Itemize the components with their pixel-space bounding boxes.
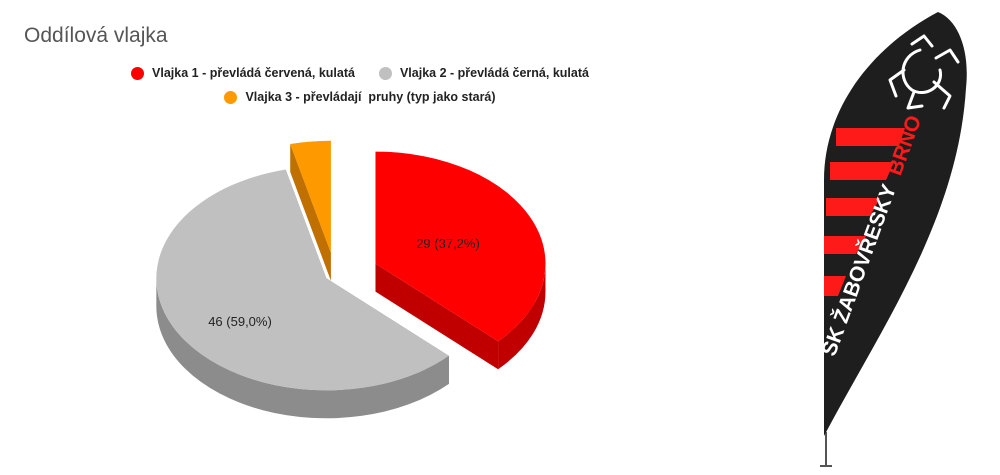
legend-item-2[interactable]: Vlajka 2 - převládá černá, kulatá: [378, 66, 589, 80]
pie-slice: [375, 151, 546, 342]
pie-slice-side: [156, 278, 449, 419]
flag-stripes: [824, 128, 905, 296]
pie-slice-face: [290, 143, 331, 281]
flag-pole: [820, 432, 832, 467]
pie-slice: [290, 140, 331, 253]
legend-item-1[interactable]: Vlajka 1 - převládá červená, kulatá: [131, 66, 355, 80]
chart-legend: Vlajka 1 - převládá červená, kulatá Vlaj…: [0, 66, 720, 114]
pie-data-label: 46 (59,0%): [208, 314, 272, 329]
legend-row: Vlajka 1 - převládá červená, kulatá Vlaj…: [0, 66, 720, 80]
legend-marker-1: [131, 66, 145, 80]
team-flag: SK ŽABOVŘESKY BRNO: [817, 12, 967, 467]
pie-slice-face: [375, 263, 499, 370]
legend-item-3[interactable]: Vlajka 3 - převládají pruhy (typ jako st…: [224, 90, 496, 104]
legend-label-2: Vlajka 2 - převládá černá, kulatá: [399, 66, 589, 80]
chart-title: Oddílová vlajka: [24, 24, 168, 47]
flag-body: [824, 12, 967, 436]
pie-data-label: 29 (37,2%): [416, 236, 480, 251]
pie-slice-side: [498, 263, 546, 370]
legend-marker-2: [378, 66, 392, 80]
pie-chart: 29 (37,2%) 46 (59,0%): [156, 140, 546, 419]
legend-row: Vlajka 3 - převládají pruhy (typ jako st…: [0, 90, 720, 104]
legend-label-1: Vlajka 1 - převládá červená, kulatá: [152, 66, 355, 80]
frog-icon: [888, 34, 960, 110]
legend-label-3: Vlajka 3 - převládají pruhy (typ jako st…: [245, 90, 496, 104]
legend-marker-3: [224, 90, 238, 104]
pie-slice: [156, 169, 449, 391]
